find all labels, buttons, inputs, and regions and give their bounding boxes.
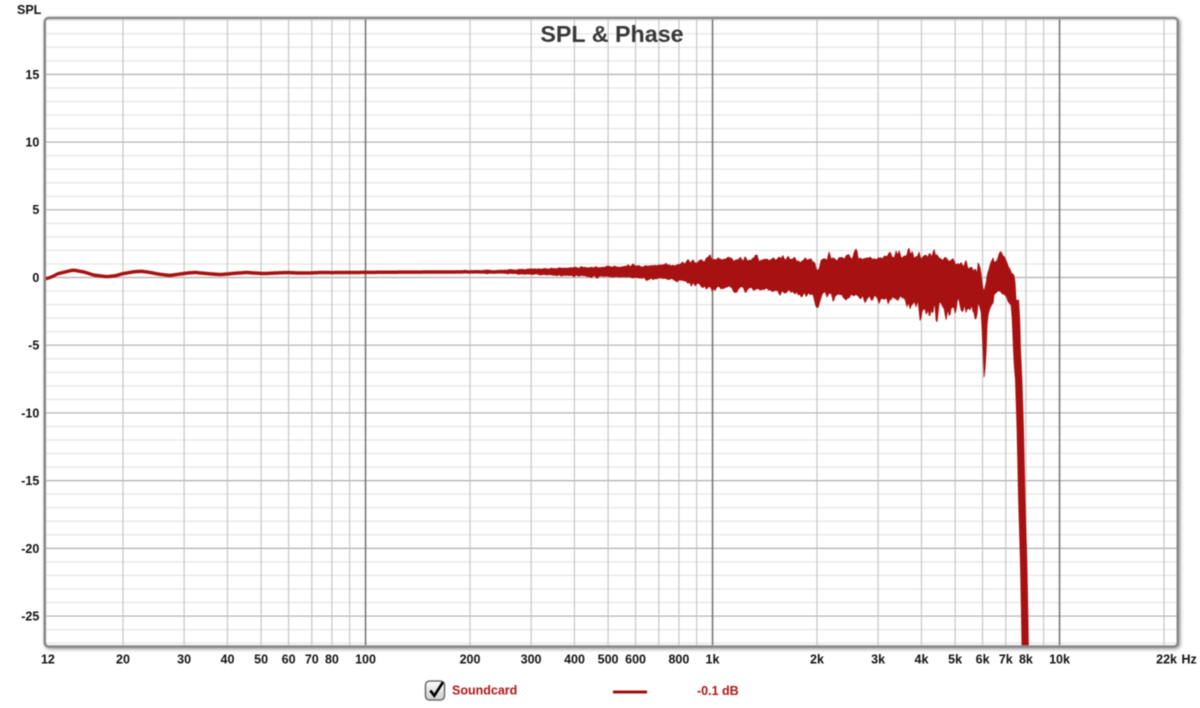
svg-text:300: 300 [521, 653, 542, 667]
svg-text:70: 70 [305, 653, 319, 667]
svg-text:10: 10 [25, 136, 39, 150]
svg-text:22k: 22k [1156, 653, 1177, 667]
svg-text:500: 500 [598, 653, 619, 667]
svg-text:600: 600 [625, 653, 646, 667]
svg-text:1k: 1k [706, 653, 720, 667]
svg-text:5k: 5k [948, 653, 962, 667]
svg-text:-5: -5 [28, 339, 39, 353]
svg-text:-25: -25 [21, 610, 39, 624]
svg-text:-10: -10 [21, 406, 39, 420]
svg-text:100: 100 [355, 653, 376, 667]
svg-text:-20: -20 [21, 542, 39, 556]
svg-text:7k: 7k [999, 653, 1013, 667]
svg-text:0: 0 [32, 271, 39, 285]
svg-text:8k: 8k [1019, 653, 1033, 667]
svg-text:10k: 10k [1049, 653, 1070, 667]
svg-text:800: 800 [668, 653, 689, 667]
svg-text:3k: 3k [871, 653, 885, 667]
svg-text:4k: 4k [915, 653, 929, 667]
svg-text:60: 60 [282, 653, 296, 667]
svg-text:200: 200 [460, 653, 481, 667]
svg-text:-0.1 dB: -0.1 dB [697, 684, 739, 698]
svg-text:2k: 2k [810, 653, 824, 667]
svg-text:5: 5 [32, 203, 39, 217]
svg-text:12: 12 [41, 653, 55, 667]
svg-text:15: 15 [25, 68, 39, 82]
svg-text:50: 50 [254, 653, 268, 667]
svg-text:400: 400 [564, 653, 585, 667]
svg-text:-15: -15 [21, 474, 39, 488]
svg-text:20: 20 [116, 653, 130, 667]
svg-text:80: 80 [325, 653, 339, 667]
svg-text:30: 30 [177, 653, 191, 667]
svg-text:Soundcard: Soundcard [452, 684, 517, 698]
svg-text:SPL & Phase: SPL & Phase [540, 21, 683, 47]
svg-text:SPL: SPL [17, 3, 42, 17]
svg-text:Hz: Hz [1182, 653, 1197, 667]
svg-text:6k: 6k [976, 653, 990, 667]
svg-text:40: 40 [221, 653, 235, 667]
